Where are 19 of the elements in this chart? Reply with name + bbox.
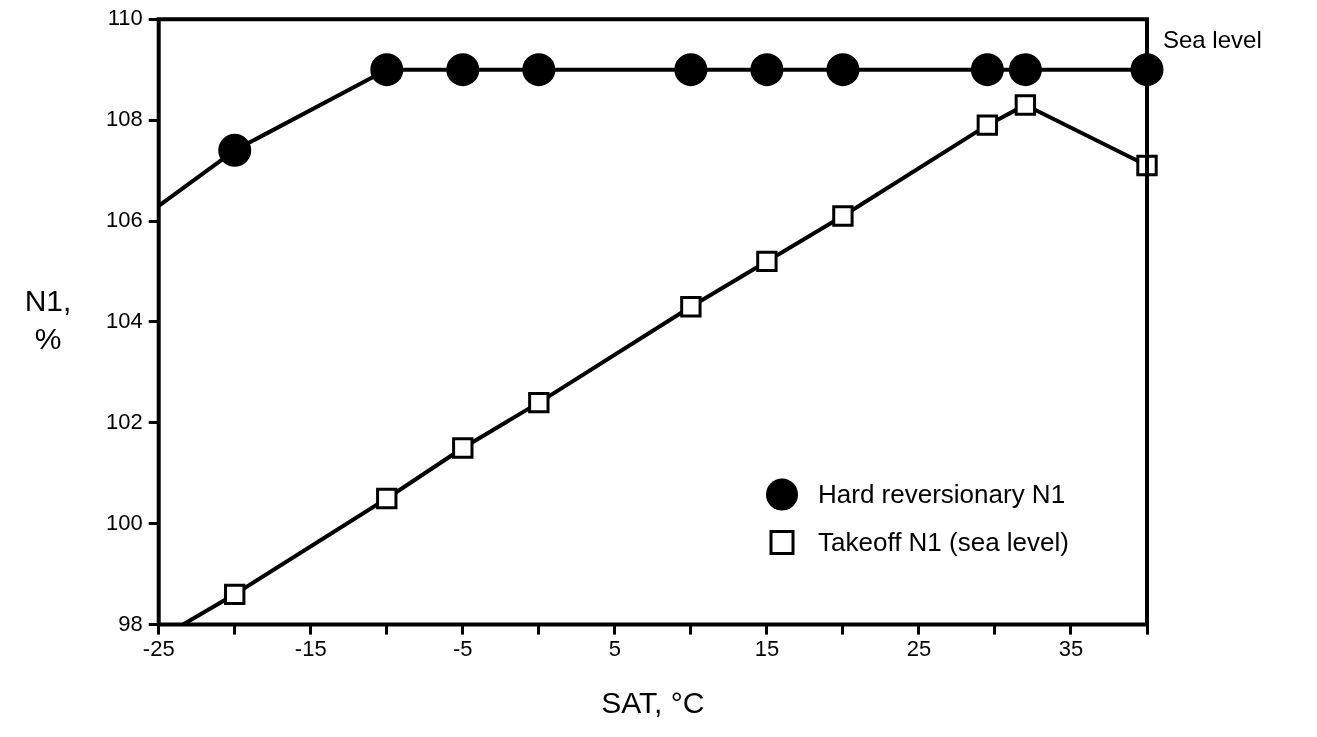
x-tick-label: 5 <box>608 635 621 661</box>
x-axis-title: SAT, °C <box>601 686 705 720</box>
legend-label: Hard reversionary N1 <box>818 478 1066 509</box>
x-tick-label: -25 <box>142 635 175 661</box>
legend-label: Takeoff N1 (sea level) <box>818 526 1069 557</box>
x-tick-label: 35 <box>1058 635 1084 661</box>
y-axis-title: N1, % <box>24 284 72 356</box>
y-tick-label: 100 <box>105 509 143 535</box>
y-tick-label: 108 <box>105 106 143 132</box>
x-tick-label: -15 <box>294 635 327 661</box>
annotation: Sea level <box>1163 26 1262 54</box>
y-tick-label: 110 <box>107 5 143 31</box>
x-tick-label: 25 <box>906 635 932 661</box>
y-tick-label: 98 <box>118 610 143 636</box>
y-tick-label: 102 <box>105 408 143 434</box>
x-tick-label: -5 <box>453 635 473 661</box>
y-tick-label: 106 <box>105 207 143 233</box>
x-tick-label: 15 <box>754 635 780 661</box>
y-tick-label: 104 <box>105 307 143 333</box>
